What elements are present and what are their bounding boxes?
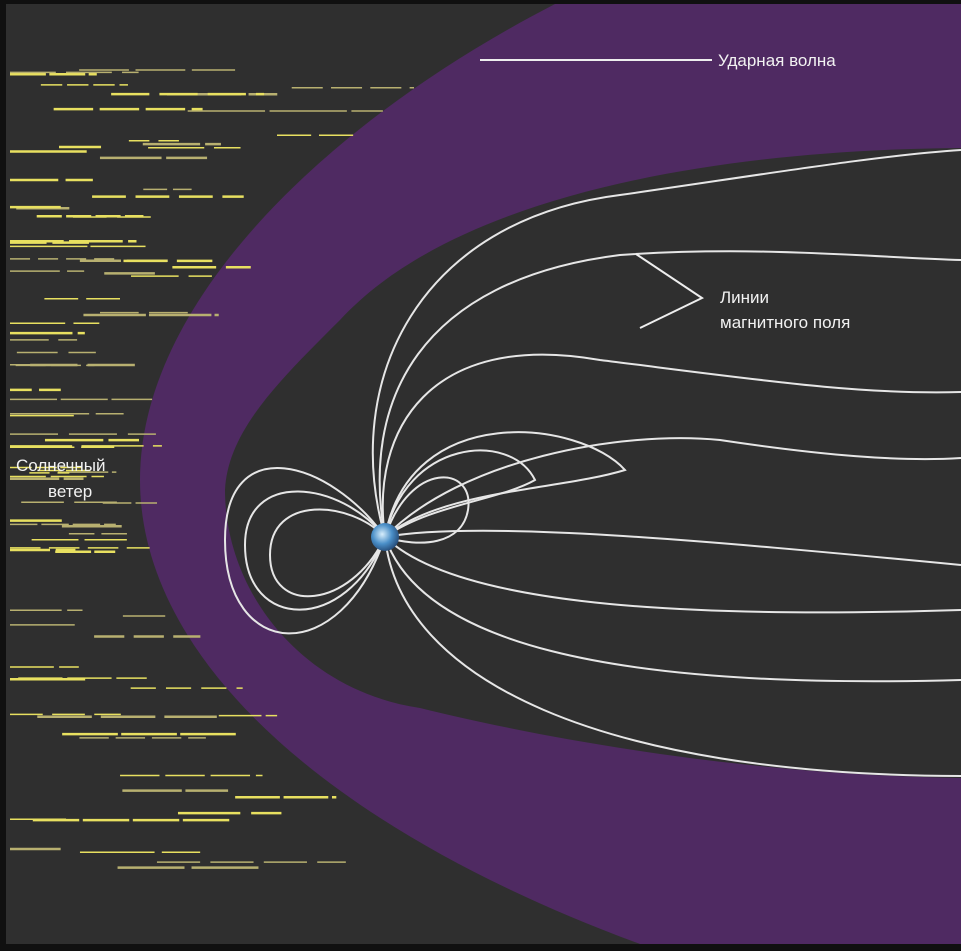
solar-wind-streaks [10,69,415,869]
field-lines-label: магнитного поля [720,313,850,332]
field-lines-label: Линии [720,288,769,307]
solar-wind-label: Солнечный [16,456,106,475]
field-lines-pointer [635,253,705,329]
shock-wave-label: Ударная волна [718,51,836,70]
earth [371,523,399,551]
solar-wind-label: ветер [48,482,92,501]
field-lines [223,149,961,777]
magnetosphere [225,148,961,778]
